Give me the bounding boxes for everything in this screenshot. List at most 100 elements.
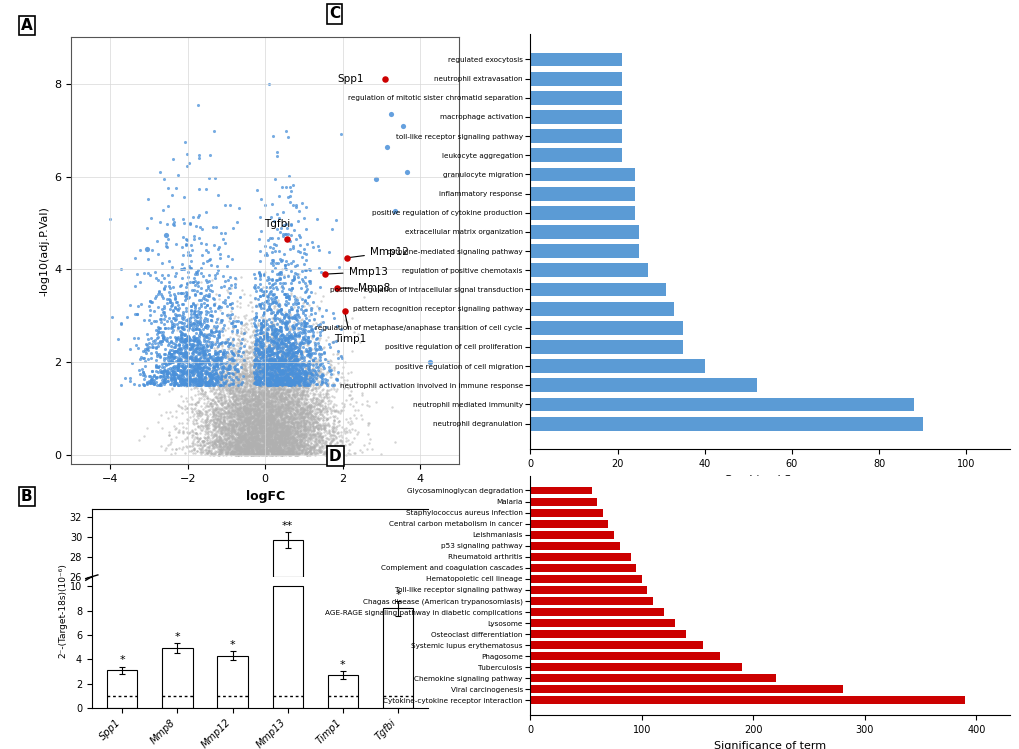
Point	[244, 419, 260, 431]
Point	[209, 360, 225, 372]
Point	[283, 427, 300, 439]
Point	[273, 349, 289, 361]
Point	[192, 428, 208, 440]
Point	[264, 442, 280, 454]
Point	[252, 448, 268, 460]
Point	[180, 359, 197, 371]
Point	[275, 447, 291, 459]
Point	[227, 445, 244, 457]
Point	[274, 446, 290, 458]
Point	[296, 386, 312, 398]
Point	[288, 447, 305, 459]
Point	[294, 440, 311, 452]
Point	[167, 423, 183, 435]
Point	[311, 318, 327, 330]
Point	[179, 413, 196, 425]
Point	[223, 401, 239, 413]
Point	[184, 321, 201, 333]
Point	[268, 403, 284, 415]
Point	[245, 410, 261, 422]
Point	[271, 376, 287, 388]
Point	[286, 312, 303, 324]
Point	[265, 336, 281, 348]
Point	[230, 422, 247, 434]
Point	[229, 420, 246, 432]
Point	[288, 439, 305, 451]
Point	[164, 361, 180, 373]
Point	[260, 386, 276, 398]
Point	[292, 429, 309, 441]
Point	[332, 404, 348, 416]
Point	[284, 372, 301, 383]
Point	[198, 368, 214, 380]
Point	[193, 366, 209, 377]
Point	[183, 350, 200, 362]
Point	[293, 388, 310, 400]
Point	[269, 398, 285, 410]
Point	[240, 420, 257, 432]
Point	[255, 349, 271, 361]
Point	[143, 296, 159, 308]
Point	[242, 405, 258, 417]
Point	[257, 392, 273, 404]
Point	[294, 252, 311, 264]
Point	[205, 437, 221, 449]
Point	[153, 366, 169, 377]
Point	[246, 443, 262, 455]
Point	[264, 419, 280, 431]
Point	[226, 419, 243, 431]
Point	[181, 363, 198, 375]
Point	[220, 442, 236, 454]
Point	[158, 369, 174, 380]
Point	[262, 428, 278, 440]
Point	[239, 419, 256, 431]
Point	[270, 378, 286, 390]
Point	[206, 354, 222, 366]
Point	[181, 376, 198, 388]
Point	[253, 445, 269, 457]
Point	[217, 376, 233, 388]
Point	[302, 416, 318, 428]
Point	[293, 337, 310, 349]
Point	[229, 446, 246, 458]
Point	[224, 445, 240, 457]
Point	[201, 381, 217, 393]
Point	[268, 403, 284, 415]
Point	[253, 446, 269, 458]
Point	[139, 422, 155, 434]
Point	[154, 330, 170, 342]
Point	[234, 333, 251, 345]
Point	[288, 329, 305, 341]
Point	[296, 379, 312, 391]
Point	[263, 426, 279, 438]
Point	[242, 438, 258, 450]
Point	[272, 396, 288, 408]
Point	[255, 416, 271, 428]
Point	[285, 422, 302, 434]
Point	[290, 440, 307, 452]
Point	[277, 443, 293, 455]
Point	[256, 329, 272, 341]
Point	[200, 428, 216, 440]
Point	[255, 400, 271, 412]
Point	[244, 443, 260, 455]
Point	[299, 369, 315, 380]
Point	[239, 386, 256, 398]
Point	[271, 442, 287, 454]
Point	[221, 361, 237, 373]
Point	[144, 365, 160, 377]
Point	[276, 392, 292, 404]
Point	[251, 370, 267, 382]
Point	[197, 408, 213, 420]
Point	[232, 317, 249, 329]
Point	[152, 335, 168, 347]
Point	[282, 409, 299, 421]
Point	[247, 398, 263, 410]
Point	[197, 321, 213, 333]
Point	[197, 372, 213, 383]
Point	[215, 423, 231, 435]
Point	[289, 369, 306, 380]
Point	[269, 426, 285, 438]
Point	[304, 383, 320, 395]
Point	[288, 441, 305, 453]
